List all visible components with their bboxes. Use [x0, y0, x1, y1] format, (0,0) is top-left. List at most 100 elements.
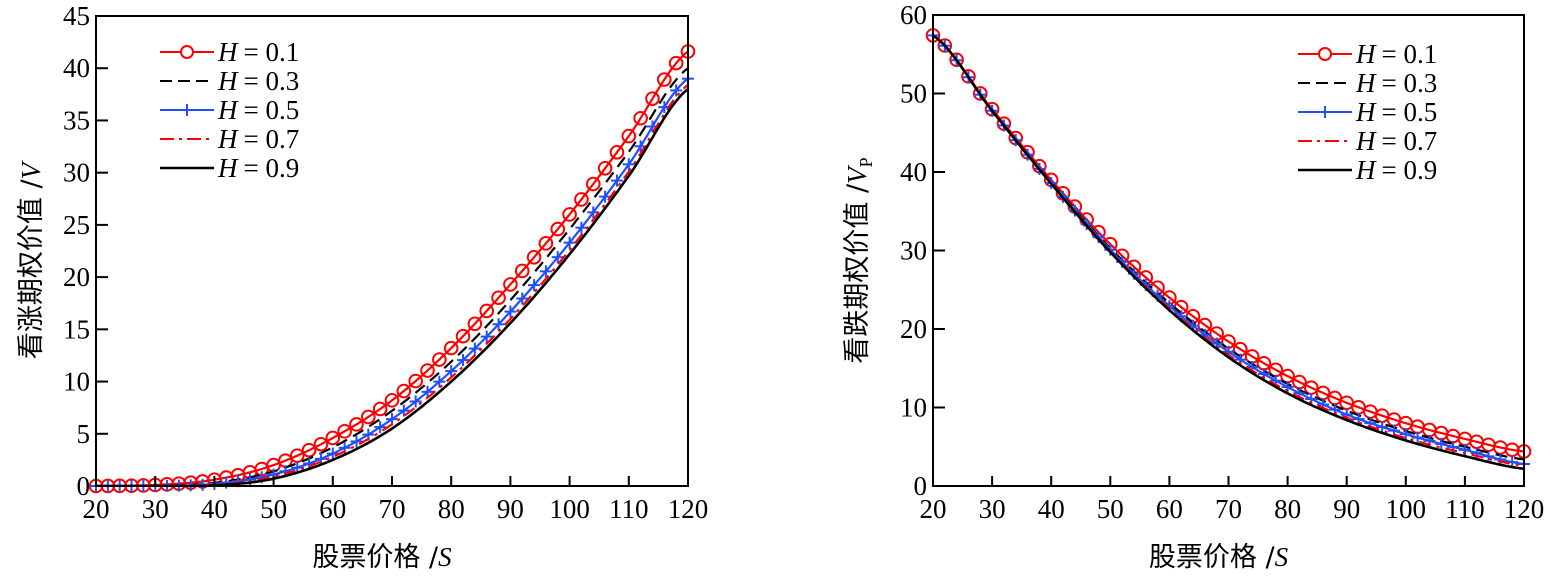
data-point-plus	[610, 174, 623, 187]
data-point-plus	[326, 447, 339, 460]
legend-label: H = 0.5	[1355, 97, 1437, 127]
y-tick-label: 60	[900, 0, 927, 30]
data-point-circle	[479, 303, 495, 319]
data-point-circle	[408, 373, 423, 389]
legend-label-value: = 0.5	[1382, 97, 1438, 127]
data-point-plus	[1482, 450, 1495, 463]
y-tick-label: 10	[63, 367, 90, 397]
x-tick-label: 40	[1038, 494, 1065, 524]
legend-label-value: = 0.9	[244, 153, 300, 183]
data-point-plus	[409, 395, 422, 408]
data-point-circle	[384, 393, 400, 408]
data-point-plus	[1470, 447, 1483, 460]
data-point-circle	[503, 277, 518, 292]
series-line-h09	[933, 34, 1525, 470]
data-point-circle	[301, 442, 317, 458]
x-tick-label: 120	[1504, 494, 1545, 524]
x-tick-label: 120	[668, 494, 709, 524]
data-point-circle	[325, 430, 341, 446]
data-point-plus	[1411, 431, 1424, 444]
legend-item: H = 0.5	[1298, 97, 1437, 127]
data-point-circle	[396, 383, 412, 399]
x-tick-label: 80	[438, 494, 465, 524]
data-point-circle	[455, 328, 471, 344]
legend-marker-circle	[1318, 47, 1332, 61]
legend-label-value: = 0.3	[244, 66, 300, 96]
x-axis-title-var: S	[438, 542, 452, 572]
data-point-circle	[550, 221, 566, 237]
data-point-circle	[361, 409, 376, 425]
y-tick-label: 20	[900, 314, 927, 344]
x-tick-label: 100	[1386, 494, 1427, 524]
data-point-plus	[539, 265, 552, 278]
legend-label: H = 0.1	[217, 37, 299, 67]
data-point-plus	[1435, 437, 1448, 450]
x-axis-title-var: S	[1275, 542, 1289, 572]
x-axis-title-text: 股票价格 /	[312, 542, 439, 573]
data-point-plus	[528, 279, 541, 292]
data-point-plus	[1352, 413, 1365, 426]
y-axis-title: 看涨期权价值 /V	[16, 159, 47, 359]
data-point-circle	[432, 352, 447, 367]
data-point-plus	[350, 435, 363, 448]
x-tick-label: 20	[920, 494, 947, 524]
legend-label: H = 0.1	[1355, 39, 1437, 69]
y-tick-label: 40	[63, 53, 90, 83]
legend-label: H = 0.3	[217, 66, 299, 96]
legend-item: H = 0.3	[1298, 68, 1437, 98]
data-point-circle	[491, 290, 506, 306]
y-tick-label: 5	[77, 419, 91, 449]
legend-label-value: = 0.7	[1382, 126, 1438, 156]
legend-label-var: H	[217, 124, 239, 154]
data-point-plus	[1399, 428, 1412, 441]
series-line-h07	[933, 34, 1525, 467]
legend-label-var: H	[1355, 39, 1377, 69]
data-point-plus	[504, 305, 517, 318]
data-point-circle	[443, 340, 459, 356]
legend-marker-circle	[180, 45, 194, 59]
series-line-h09	[96, 88, 689, 486]
legend-item: H = 0.5	[160, 95, 299, 125]
y-tick-label: 45	[63, 1, 90, 31]
data-point-plus	[480, 330, 493, 343]
data-point-plus	[563, 236, 576, 249]
data-point-plus	[445, 365, 458, 378]
data-point-plus	[599, 190, 612, 203]
call-option-chart: 20 30 40 50 60 70 80 90 100 110 120 0 5 10 15 20 25 30 35 4…	[16, 1, 708, 573]
data-point-circle	[937, 38, 953, 53]
data-point-plus	[670, 84, 683, 97]
legend-label-var: H	[217, 153, 239, 183]
y-tick-label: 20	[63, 262, 90, 292]
data-point-plus	[433, 375, 446, 388]
data-point-circle	[349, 417, 364, 432]
series-line-h07	[96, 84, 689, 486]
x-tick-label: 30	[142, 494, 169, 524]
legend-label-value: = 0.9	[1382, 155, 1438, 185]
data-point-plus	[551, 251, 564, 264]
data-point-plus	[575, 221, 588, 234]
legend-item: H = 0.9	[160, 153, 299, 183]
data-point-plus	[397, 404, 410, 417]
legend-label-var: H	[217, 95, 239, 125]
x-tick-label: 100	[549, 494, 590, 524]
y-tick-label: 30	[900, 236, 927, 266]
data-point-circle	[585, 176, 601, 192]
data-point-circle	[538, 236, 554, 251]
legend-label-var: H	[217, 66, 239, 96]
data-point-circle	[597, 160, 613, 176]
legend-label-var: H	[1355, 97, 1377, 127]
y-axis-title-sub: P	[856, 157, 876, 167]
data-point-plus	[303, 457, 316, 470]
data-point-circle	[562, 207, 577, 222]
legend-label-var: H	[1355, 126, 1377, 156]
x-tick-label: 80	[1274, 494, 1301, 524]
data-point-circle	[526, 249, 542, 265]
data-point-plus	[516, 292, 529, 305]
data-point-plus	[587, 206, 600, 219]
y-axis-title-text: 看跌期权价值 /	[842, 183, 873, 364]
data-point-circle	[574, 192, 589, 207]
x-tick-label: 90	[497, 494, 524, 524]
data-point-plus	[457, 354, 470, 367]
legend-item: H = 0.1	[160, 37, 299, 67]
